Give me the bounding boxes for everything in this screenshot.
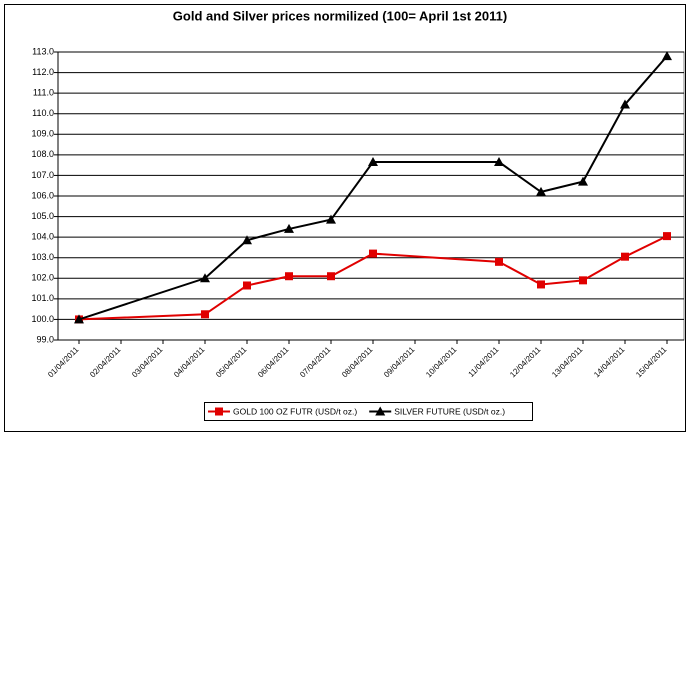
legend-marker <box>375 406 386 416</box>
marker <box>578 176 588 186</box>
y-tick-label: 106.0 <box>31 190 54 200</box>
marker <box>621 252 629 261</box>
legend-label: GOLD 100 OZ FUTR (USD/t oz.) <box>233 406 357 416</box>
y-tick-label: 102.0 <box>31 273 54 283</box>
marker <box>368 157 378 167</box>
marker <box>326 214 336 224</box>
y-tick-label: 103.0 <box>31 252 54 262</box>
marker <box>242 235 252 245</box>
marker <box>327 272 335 281</box>
marker <box>663 232 671 241</box>
legend-box <box>204 402 533 421</box>
marker <box>285 272 293 281</box>
y-tick-label: 107.0 <box>31 170 54 180</box>
marker <box>536 186 546 196</box>
marker <box>620 99 630 109</box>
marker <box>494 157 504 167</box>
y-tick-label: 101.0 <box>31 293 54 303</box>
y-tick-label: 100.0 <box>31 314 54 324</box>
y-tick-label: 99.0 <box>36 334 54 344</box>
legend-marker <box>215 407 223 416</box>
marker <box>662 51 672 61</box>
y-tick-label: 110.0 <box>32 108 54 118</box>
y-tick-label: 111.0 <box>33 88 54 98</box>
marker <box>74 314 84 324</box>
marker <box>201 310 209 319</box>
chart-title: Gold and Silver prices normilized (100= … <box>173 8 507 23</box>
y-tick-label: 112.0 <box>32 67 54 77</box>
marker <box>537 280 545 289</box>
marker <box>495 257 503 266</box>
marker <box>284 223 294 233</box>
y-tick-label: 108.0 <box>31 149 54 159</box>
legend-label: SILVER FUTURE (USD/t oz.) <box>394 406 505 416</box>
y-tick-label: 113.0 <box>32 46 54 56</box>
y-tick-label: 105.0 <box>31 211 54 221</box>
marker <box>579 276 587 285</box>
marker <box>200 273 210 283</box>
marker <box>243 281 251 290</box>
y-tick-label: 109.0 <box>31 129 54 139</box>
y-tick-label: 104.0 <box>31 232 54 242</box>
marker <box>369 249 377 258</box>
